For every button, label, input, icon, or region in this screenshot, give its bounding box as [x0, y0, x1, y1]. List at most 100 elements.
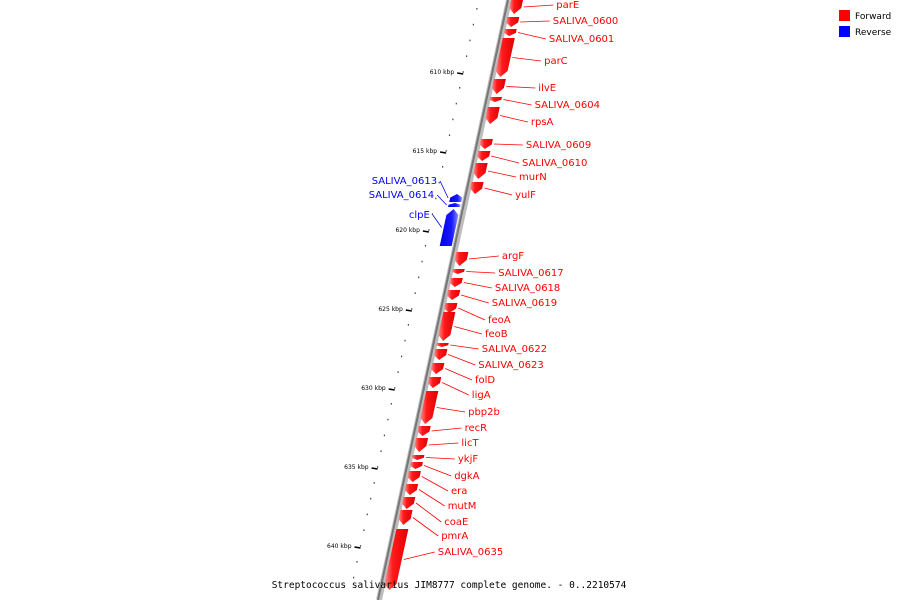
leader-line	[441, 382, 469, 396]
gene-arrow-saliva_0609[interactable]	[479, 139, 493, 149]
gene-label[interactable]: SALIVA_0622	[482, 344, 547, 355]
gene-label[interactable]: clpE	[409, 210, 430, 221]
gene-arrow-saliva_0622[interactable]	[436, 343, 449, 347]
major-tick-mark	[371, 467, 378, 470]
leader-line	[454, 326, 483, 335]
major-tick-mark	[439, 151, 447, 154]
gene-arrow-pmra[interactable]	[398, 510, 413, 525]
gene-label[interactable]: ykjF	[458, 454, 478, 465]
minor-tick	[424, 245, 427, 247]
gene-label[interactable]: SALIVA_0610	[522, 158, 587, 169]
gene-arrow-fold[interactable]	[431, 363, 445, 374]
gene-label[interactable]: SALIVA_0614	[369, 190, 434, 201]
gene-label[interactable]: pmrA	[441, 531, 468, 542]
gene-label[interactable]: SALIVA_0617	[498, 268, 563, 279]
minor-tick	[466, 55, 468, 57]
gene-label[interactable]: feoA	[488, 315, 511, 326]
gene-label[interactable]: SALIVA_0619	[492, 298, 557, 309]
gene-arrow-mutm[interactable]	[404, 484, 419, 495]
gene-arrow-liga[interactable]	[428, 377, 442, 388]
leader-line	[499, 115, 528, 123]
tick-label: 635 kbp	[344, 464, 369, 471]
gene-label[interactable]: mutM	[448, 501, 477, 512]
gene-arrow-clpe[interactable]	[439, 209, 459, 246]
gene-label[interactable]: recR	[465, 423, 488, 434]
leader-line	[418, 489, 445, 507]
gene-arrow-pbp2b[interactable]	[420, 391, 439, 424]
gene-arrow-saliva_0610[interactable]	[477, 151, 491, 161]
gene-label[interactable]: SALIVA_0604	[535, 100, 600, 111]
gene-label[interactable]: SALIVA_0601	[549, 34, 614, 45]
gene-arrow-saliva_0613[interactable]	[449, 194, 463, 202]
leader-line	[412, 517, 439, 537]
leader-line	[439, 180, 449, 199]
gene-arrow-yulf[interactable]	[470, 182, 484, 194]
gene-arrow-ilve[interactable]	[491, 79, 506, 94]
gene-arrow-saliva_0623[interactable]	[434, 349, 448, 360]
gene-arrow-dgka[interactable]	[410, 462, 423, 469]
gene-label[interactable]: parC	[544, 56, 568, 67]
gene-arrow-ykjf[interactable]	[411, 455, 425, 460]
gene-arrow-saliva_0614[interactable]	[448, 203, 461, 207]
major-tick-mark	[457, 72, 464, 75]
gene-label[interactable]: licT	[461, 438, 479, 449]
gene-label[interactable]: SALIVA_0635	[438, 547, 503, 558]
gene-label[interactable]: yulF	[515, 190, 536, 201]
gene-arrow-saliva_0619[interactable]	[447, 290, 461, 300]
leader-line	[458, 307, 486, 321]
minor-tick	[397, 371, 399, 373]
gene-label[interactable]: coaE	[444, 517, 468, 528]
gene-arrow-rpsa[interactable]	[485, 107, 500, 124]
gene-arrow-saliva_0635[interactable]	[384, 529, 409, 590]
gene-features	[384, 0, 523, 590]
gene-label[interactable]: ligA	[472, 390, 491, 401]
legend-reverse-swatch	[839, 26, 850, 37]
gene-arrow-feob[interactable]	[438, 312, 456, 341]
gene-label[interactable]: era	[451, 486, 467, 497]
leader-line	[484, 187, 513, 196]
minor-tick	[380, 450, 382, 452]
leader-line	[432, 214, 443, 228]
gene-label[interactable]: argF	[502, 251, 524, 262]
gene-arrow-recr[interactable]	[417, 426, 431, 436]
gene-arrow-era[interactable]	[407, 471, 421, 482]
legend-reverse-label: Reverse	[855, 28, 892, 38]
gene-label[interactable]: SALIVA_0600	[553, 16, 618, 27]
gene-label[interactable]: SALIVA_0613	[372, 176, 437, 187]
gene-arrow-pare[interactable]	[509, 0, 523, 14]
gene-arrow-saliva_0600[interactable]	[506, 17, 520, 27]
leader-line	[460, 294, 489, 304]
gene-label[interactable]: SALIVA_0623	[478, 360, 543, 371]
minor-tick	[462, 71, 464, 73]
major-tick-mark	[388, 388, 395, 391]
gene-arrow-feoa[interactable]	[444, 303, 458, 313]
gene-label[interactable]: rpsA	[531, 117, 554, 128]
minor-tick	[476, 8, 478, 10]
gene-arrow-saliva_0618[interactable]	[449, 278, 463, 287]
gene-arrow-lict[interactable]	[414, 438, 429, 452]
gene-label[interactable]: dgkA	[454, 471, 479, 482]
gene-label[interactable]: murN	[519, 172, 547, 183]
gene-arrow-coae[interactable]	[401, 497, 416, 509]
gene-arrow-argf[interactable]	[454, 252, 469, 266]
gene-label[interactable]: folD	[475, 375, 495, 386]
gene-arrow-saliva_0617[interactable]	[452, 269, 465, 274]
gene-label[interactable]: SALIVA_0609	[526, 140, 591, 151]
gene-arrow-parc[interactable]	[495, 38, 515, 77]
gene-labels: parE SALIVA_0600 SALIVA_0601 parC ilvE SALIVA…	[369, 0, 618, 558]
minor-tick	[435, 197, 437, 200]
gene-label[interactable]: feoB	[485, 329, 508, 340]
minor-tick	[459, 87, 461, 89]
minor-tick	[438, 181, 440, 184]
gene-label[interactable]: SALIVA_0618	[495, 283, 560, 294]
gene-label[interactable]: ilvE	[538, 83, 556, 94]
leader-line	[503, 99, 532, 106]
gene-arrow-saliva_0604[interactable]	[489, 97, 502, 102]
gene-arrow-saliva_0601[interactable]	[503, 29, 517, 36]
leader-line	[403, 551, 435, 560]
gene-label[interactable]: parE	[556, 0, 579, 11]
tick-label: 610 kbp	[430, 69, 455, 76]
gene-label[interactable]: pbp2b	[468, 407, 500, 418]
gene-arrow-murn[interactable]	[473, 163, 488, 179]
tick-label: 630 kbp	[361, 385, 386, 392]
